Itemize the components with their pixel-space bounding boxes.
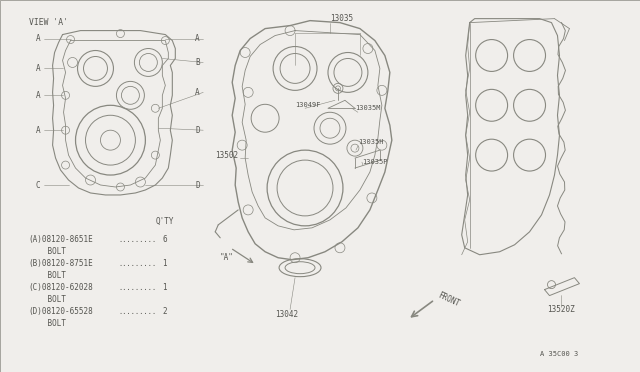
Text: A: A — [36, 126, 40, 135]
Text: A: A — [195, 88, 200, 97]
Text: .........: ......... — [118, 308, 157, 315]
Text: D: D — [195, 180, 200, 189]
Text: D: D — [195, 126, 200, 135]
Text: BOLT: BOLT — [29, 295, 66, 304]
Polygon shape — [52, 31, 175, 195]
Text: A: A — [36, 64, 40, 73]
Polygon shape — [232, 20, 392, 260]
Text: (D)08120-65528: (D)08120-65528 — [29, 307, 93, 316]
Text: 1: 1 — [163, 259, 167, 268]
Text: 13042: 13042 — [275, 310, 298, 319]
Text: .........: ......... — [118, 261, 157, 267]
Text: 13035P: 13035P — [362, 159, 387, 165]
Text: C: C — [36, 180, 40, 189]
Text: (A)08120-8651E: (A)08120-8651E — [29, 235, 93, 244]
Text: BOLT: BOLT — [29, 247, 66, 256]
Text: VIEW 'A': VIEW 'A' — [29, 18, 68, 27]
Polygon shape — [545, 278, 579, 296]
Text: B: B — [195, 58, 200, 67]
Text: Q'TY: Q'TY — [156, 217, 174, 227]
Text: A: A — [36, 91, 40, 100]
Text: 13035M: 13035M — [355, 105, 380, 111]
Text: 2: 2 — [163, 307, 167, 316]
Text: 13502: 13502 — [215, 151, 238, 160]
Text: BOLT: BOLT — [29, 271, 66, 280]
Text: 13520Z: 13520Z — [547, 305, 575, 314]
Text: A: A — [195, 34, 200, 43]
Text: 6: 6 — [163, 235, 167, 244]
Text: 13035H: 13035H — [358, 139, 383, 145]
Polygon shape — [461, 19, 559, 255]
Text: A 35C00 3: A 35C00 3 — [540, 352, 578, 357]
Text: 13035: 13035 — [330, 14, 353, 23]
Text: .........: ......... — [118, 237, 157, 243]
Text: .........: ......... — [118, 285, 157, 291]
Text: (C)08120-62028: (C)08120-62028 — [29, 283, 93, 292]
Text: 13049F: 13049F — [295, 102, 321, 108]
Text: 1: 1 — [163, 283, 167, 292]
Text: BOLT: BOLT — [29, 319, 66, 328]
Text: FRONT: FRONT — [436, 291, 461, 308]
Text: "A": "A" — [220, 253, 234, 262]
Text: A: A — [36, 34, 40, 43]
Text: (B)08120-8751E: (B)08120-8751E — [29, 259, 93, 268]
